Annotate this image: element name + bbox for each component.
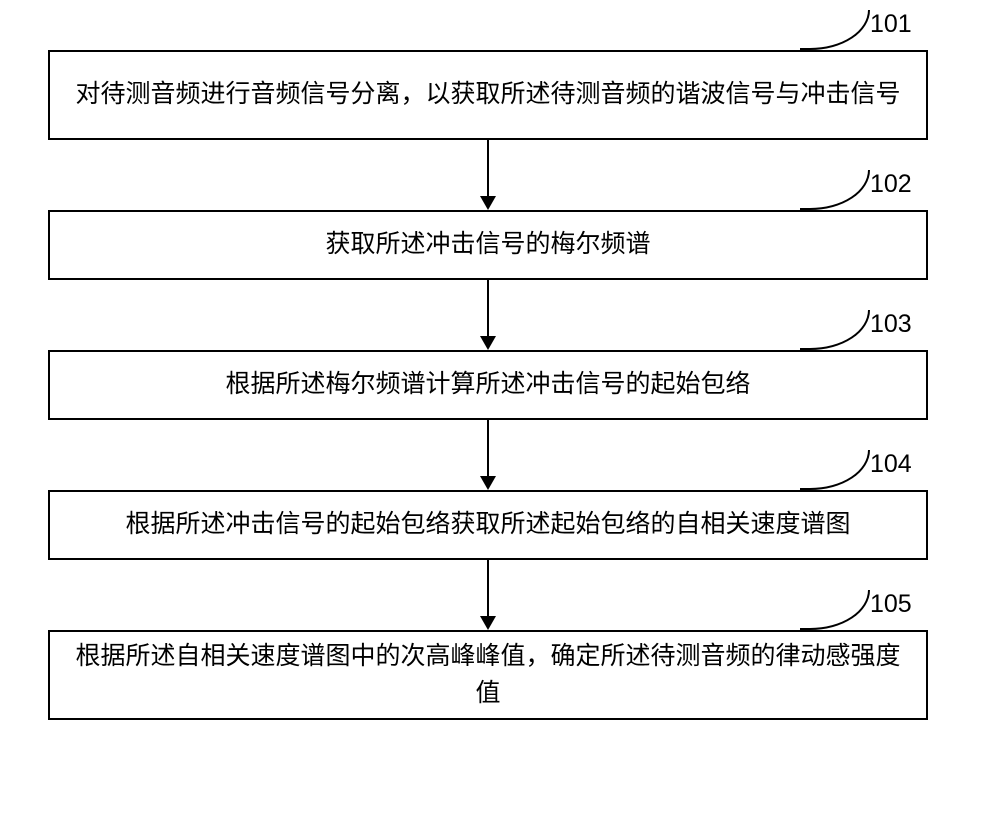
arrow-line — [487, 280, 489, 336]
flow-step-104: 根据所述冲击信号的起始包络获取所述起始包络的自相关速度谱图 — [48, 490, 928, 560]
flow-step-text: 获取所述冲击信号的梅尔频谱 — [325, 226, 650, 264]
label-text: 101 — [870, 10, 912, 38]
flow-step-105: 根据所述自相关速度谱图中的次高峰峰值，确定所述待测音频的律动感强度值 — [48, 630, 928, 720]
flow-step-label-104: 104 — [870, 450, 912, 479]
label-connector — [800, 590, 870, 630]
label-text: 103 — [870, 310, 912, 338]
flow-step-103: 根据所述梅尔频谱计算所述冲击信号的起始包络 — [48, 350, 928, 420]
label-connector — [800, 170, 870, 210]
flow-step-text: 对待测音频进行音频信号分离，以获取所述待测音频的谐波信号与冲击信号 — [75, 76, 900, 114]
arrow-head-icon — [480, 476, 496, 490]
flow-step-text: 根据所述自相关速度谱图中的次高峰峰值，确定所述待测音频的律动感强度值 — [70, 638, 906, 713]
arrow-head-icon — [480, 336, 496, 350]
label-text: 104 — [870, 450, 912, 478]
arrow-head-icon — [480, 196, 496, 210]
flow-step-label-102: 102 — [870, 170, 912, 199]
arrow-line — [487, 420, 489, 476]
flow-step-label-101: 101 — [870, 10, 912, 39]
flow-step-label-105: 105 — [870, 590, 912, 619]
flow-step-text: 根据所述冲击信号的起始包络获取所述起始包络的自相关速度谱图 — [125, 506, 850, 544]
label-text: 105 — [870, 590, 912, 618]
label-connector — [800, 310, 870, 350]
arrow-line — [487, 140, 489, 196]
flow-step-101: 对待测音频进行音频信号分离，以获取所述待测音频的谐波信号与冲击信号 — [48, 50, 928, 140]
flow-step-102: 获取所述冲击信号的梅尔频谱 — [48, 210, 928, 280]
flow-step-text: 根据所述梅尔频谱计算所述冲击信号的起始包络 — [225, 366, 750, 404]
arrow-line — [487, 560, 489, 616]
arrow-head-icon — [480, 616, 496, 630]
label-text: 102 — [870, 170, 912, 198]
label-connector — [800, 10, 870, 50]
label-connector — [800, 450, 870, 490]
flow-step-label-103: 103 — [870, 310, 912, 339]
